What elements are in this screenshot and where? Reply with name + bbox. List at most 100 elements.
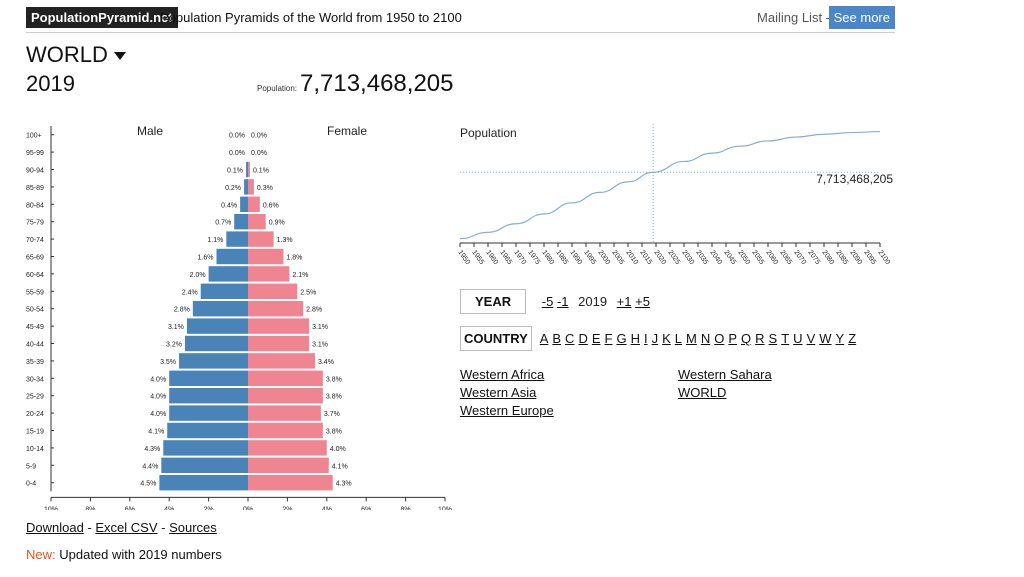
x-tick-label: 2020	[652, 249, 667, 266]
year-button[interactable]: YEAR	[460, 289, 527, 314]
caret-down-icon[interactable]	[113, 52, 126, 61]
age-tick-label: 80-84	[26, 202, 44, 209]
male-bar	[184, 335, 248, 352]
region-list-right: Western Sahara WORLD	[678, 366, 772, 402]
letter-link-u[interactable]: U	[793, 331, 803, 346]
x-tick-label: 2030	[680, 249, 695, 266]
x-tick-label: 2000	[596, 249, 611, 266]
age-tick-label: 30-34	[26, 376, 44, 383]
letter-link-r[interactable]: R	[755, 331, 765, 346]
letter-link-i[interactable]: I	[643, 331, 648, 346]
region-link-western-sahara[interactable]: Western Sahara	[678, 367, 772, 382]
place-selector[interactable]: WORLD	[26, 42, 126, 68]
letter-link-g[interactable]: G	[616, 331, 627, 346]
female-value-label: 3.8%	[326, 394, 342, 401]
male-value-label: 0.2%	[225, 185, 241, 192]
letter-link-v[interactable]: V	[806, 331, 816, 346]
x-tick-label: 1975	[526, 249, 541, 266]
letter-link-a[interactable]: A	[539, 331, 549, 346]
letter-link-q[interactable]: Q	[741, 331, 752, 346]
see-more-button[interactable]: See more	[828, 6, 895, 29]
male-value-label: 0.0%	[229, 133, 245, 140]
male-bar	[186, 318, 248, 334]
male-bar	[163, 440, 248, 456]
sources-link[interactable]: Sources	[169, 520, 217, 535]
letter-link-c[interactable]: C	[565, 331, 575, 346]
brand-logo[interactable]: PopulationPyramid.net	[26, 7, 178, 28]
age-tick-label: 100+	[26, 133, 42, 140]
male-value-label: 2.0%	[190, 272, 206, 279]
letter-link-k[interactable]: K	[662, 331, 671, 346]
x-tick-label: 6%	[125, 506, 135, 510]
age-tick-label: 85-89	[26, 185, 44, 192]
letter-link-f[interactable]: F	[604, 331, 613, 346]
age-tick-label: 95-99	[26, 150, 44, 157]
female-bar	[248, 161, 250, 178]
year-plus1-link[interactable]: +1	[616, 294, 632, 309]
year-minus5-link[interactable]: -5	[541, 294, 554, 309]
age-tick-label: 20-24	[26, 411, 44, 418]
male-value-label: 3.5%	[160, 359, 176, 366]
site-tagline: Population Pyramids of the World from 19…	[160, 10, 462, 25]
age-tick-label: 50-54	[26, 307, 44, 314]
age-tick-label: 25-29	[26, 394, 44, 401]
download-links: Download - Excel CSV - Sources	[26, 520, 217, 535]
x-tick-label: 1980	[540, 249, 555, 266]
download-link[interactable]: Download	[26, 520, 84, 535]
region-link-world[interactable]: WORLD	[678, 385, 727, 400]
letter-link-o[interactable]: O	[714, 331, 725, 346]
letter-link-j[interactable]: J	[651, 331, 659, 346]
male-value-label: 2.4%	[182, 289, 198, 296]
mailing-list-link[interactable]: Mailing List -	[757, 10, 830, 25]
letter-link-h[interactable]: H	[630, 331, 640, 346]
age-tick-label: 15-19	[26, 429, 44, 436]
letter-link-e[interactable]: E	[591, 331, 601, 346]
x-tick-label: 2050	[736, 249, 751, 266]
female-bar	[248, 248, 284, 265]
letter-link-p[interactable]: P	[728, 331, 738, 346]
age-tick-label: 35-39	[26, 359, 44, 366]
x-tick-label: 1990	[568, 249, 583, 266]
letter-link-d[interactable]: D	[578, 331, 588, 346]
male-bar	[234, 214, 248, 230]
female-bar	[248, 318, 310, 334]
letter-link-m[interactable]: M	[686, 331, 697, 346]
letter-link-t[interactable]: T	[781, 331, 790, 346]
letter-link-n[interactable]: N	[700, 331, 711, 346]
male-bar	[244, 179, 248, 195]
letter-link-w[interactable]: W	[819, 331, 832, 346]
female-value-label: 2.8%	[306, 307, 322, 314]
year-plus5-link[interactable]: +5	[635, 294, 650, 309]
age-tick-label: 40-44	[26, 342, 44, 349]
letter-link-l[interactable]: L	[674, 331, 682, 346]
male-bar	[167, 422, 248, 439]
country-button[interactable]: COUNTRY	[460, 326, 532, 351]
region-link-western-europe[interactable]: Western Europe	[460, 403, 554, 418]
x-tick-label: 1955	[470, 249, 485, 266]
x-tick-label: 2015	[638, 249, 653, 266]
male-value-label: 1.6%	[198, 255, 214, 262]
letter-link-s[interactable]: S	[768, 331, 778, 346]
male-value-label: 0.7%	[215, 220, 231, 227]
female-value-label: 3.1%	[312, 342, 328, 349]
female-value-label: 0.6%	[263, 202, 279, 209]
letter-link-b[interactable]: B	[552, 331, 562, 346]
x-tick-label: 2040	[708, 249, 723, 266]
x-tick-label: 2080	[820, 249, 835, 266]
letter-link-y[interactable]: Y	[835, 331, 845, 346]
female-bar	[248, 266, 290, 282]
region-link-western-asia[interactable]: Western Asia	[460, 385, 537, 400]
x-tick-label: 2055	[750, 249, 765, 266]
x-tick-label: 1985	[554, 249, 569, 266]
male-value-label: 0.4%	[221, 202, 237, 209]
excel-csv-link[interactable]: Excel CSV	[95, 520, 158, 535]
male-value-label: 3.1%	[168, 324, 184, 331]
male-bar	[161, 457, 248, 473]
age-tick-label: 75-79	[26, 220, 44, 227]
letter-link-z[interactable]: Z	[848, 331, 857, 346]
x-tick-label: 4%	[164, 506, 174, 510]
year-minus1-link[interactable]: -1	[556, 294, 569, 309]
female-value-label: 1.8%	[286, 255, 302, 262]
male-value-label: 4.0%	[150, 411, 166, 418]
region-link-western-africa[interactable]: Western Africa	[460, 367, 545, 382]
